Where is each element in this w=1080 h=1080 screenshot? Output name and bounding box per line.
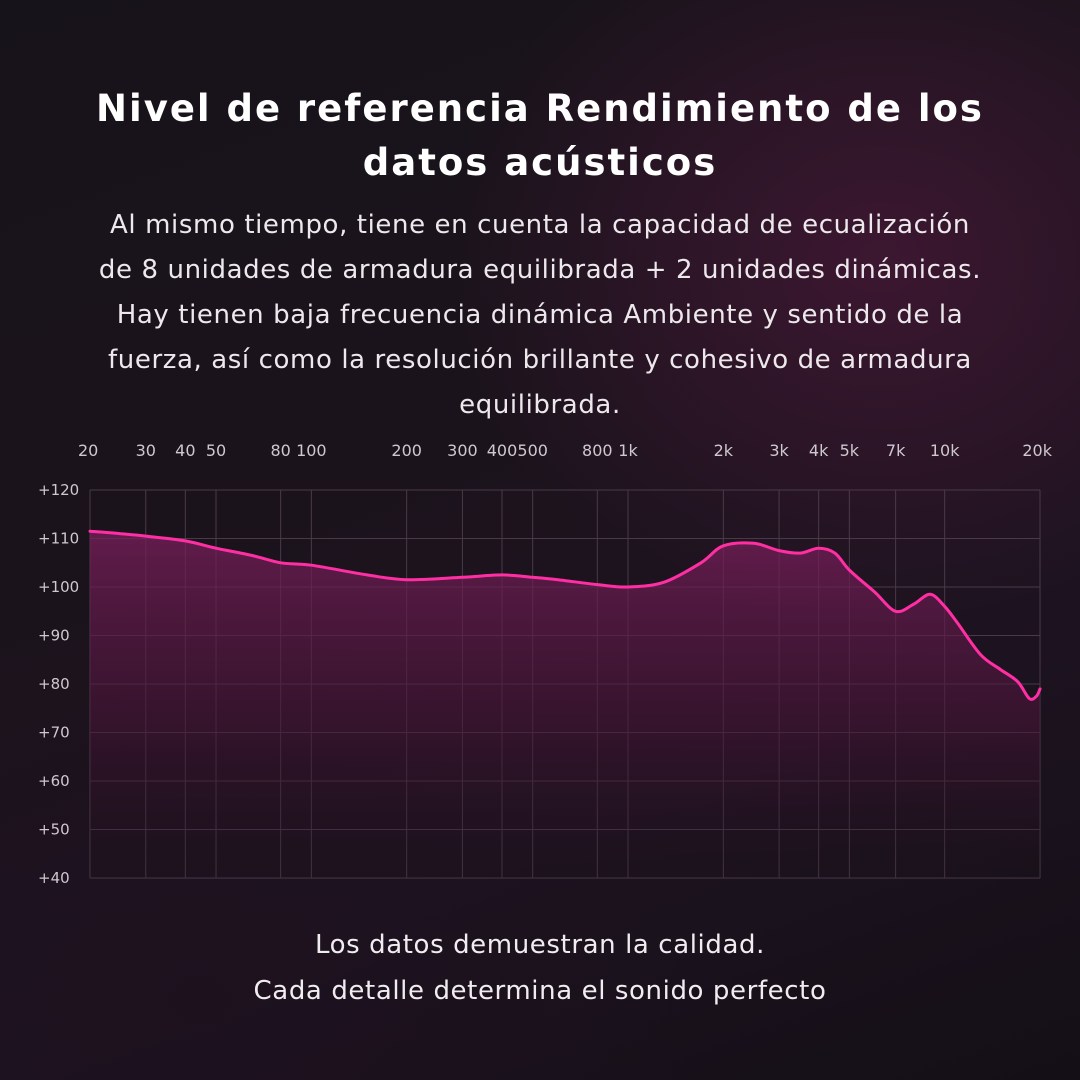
x-tick-label: 80 — [270, 441, 290, 460]
x-tick-label: 10k — [930, 441, 960, 460]
y-tick-label: +70 — [38, 724, 70, 742]
x-tick-label: 200 — [391, 441, 422, 460]
footer-caption: Los datos demuestran la calidad. Cada de… — [0, 922, 1080, 1014]
x-tick-label: 1k — [618, 441, 638, 460]
description: Al mismo tiempo, tiene en cuenta la capa… — [70, 203, 1010, 428]
y-tick-label: +120 — [38, 481, 79, 499]
frequency-response-chart: 20 30 40 50 80 100 200 300 400 500 800 1k 2k 3k 4k 5k 7k… — [38, 441, 1053, 887]
headline-line-2: datos acústicos — [362, 141, 718, 184]
x-tick-label: 4k — [809, 441, 829, 460]
x-tick-label: 30 — [136, 441, 156, 460]
headline-line-1: Nivel de referencia Rendimiento de los — [96, 87, 984, 130]
y-tick-label: +100 — [38, 578, 79, 596]
description-line-3: Hay tienen baja frecuencia dinámica Ambi… — [116, 300, 964, 330]
x-tick-label: 2k — [714, 441, 734, 460]
x-tick-label: 400 — [487, 441, 518, 460]
x-tick-label: 100 — [296, 441, 327, 460]
description-line-2: de 8 unidades de armadura equilibrada + … — [98, 255, 982, 285]
footer-line-2: Cada detalle determina el sonido perfect… — [253, 976, 827, 1006]
x-tick-label: 300 — [447, 441, 478, 460]
x-tick-label: 7k — [886, 441, 906, 460]
x-tick-label: 40 — [175, 441, 195, 460]
x-tick-label: 800 — [582, 441, 613, 460]
description-line-1: Al mismo tiempo, tiene en cuenta la capa… — [110, 210, 970, 240]
footer-line-1: Los datos demuestran la calidad. — [314, 930, 765, 960]
y-tick-label: +80 — [38, 675, 70, 693]
x-tick-label: 3k — [769, 441, 789, 460]
x-axis-ticks: 20 30 40 50 80 100 200 300 400 500 800 1k 2k 3k 4k 5k 7k… — [78, 441, 1053, 460]
description-line-5: equilibrada. — [459, 390, 621, 420]
y-tick-label: +60 — [38, 772, 70, 790]
y-axis-ticks: +120 +110 +100 +90 +80 +70 +60 +50 +40 — [38, 481, 79, 887]
response-area-fill — [90, 531, 1040, 878]
y-tick-label: +40 — [38, 869, 70, 887]
description-line-4: fuerza, así como la resolución brillante… — [108, 345, 972, 375]
y-tick-label: +90 — [38, 627, 70, 645]
y-tick-label: +110 — [38, 530, 79, 548]
headline: Nivel de referencia Rendimiento de los d… — [0, 82, 1080, 190]
x-tick-label: 50 — [206, 441, 226, 460]
x-tick-label: 20 — [78, 441, 98, 460]
x-tick-label: 500 — [517, 441, 548, 460]
y-tick-label: +50 — [38, 821, 70, 839]
x-tick-label: 5k — [840, 441, 860, 460]
response-curve-line — [88, 529, 1042, 701]
x-tick-label: 20k — [1022, 441, 1052, 460]
